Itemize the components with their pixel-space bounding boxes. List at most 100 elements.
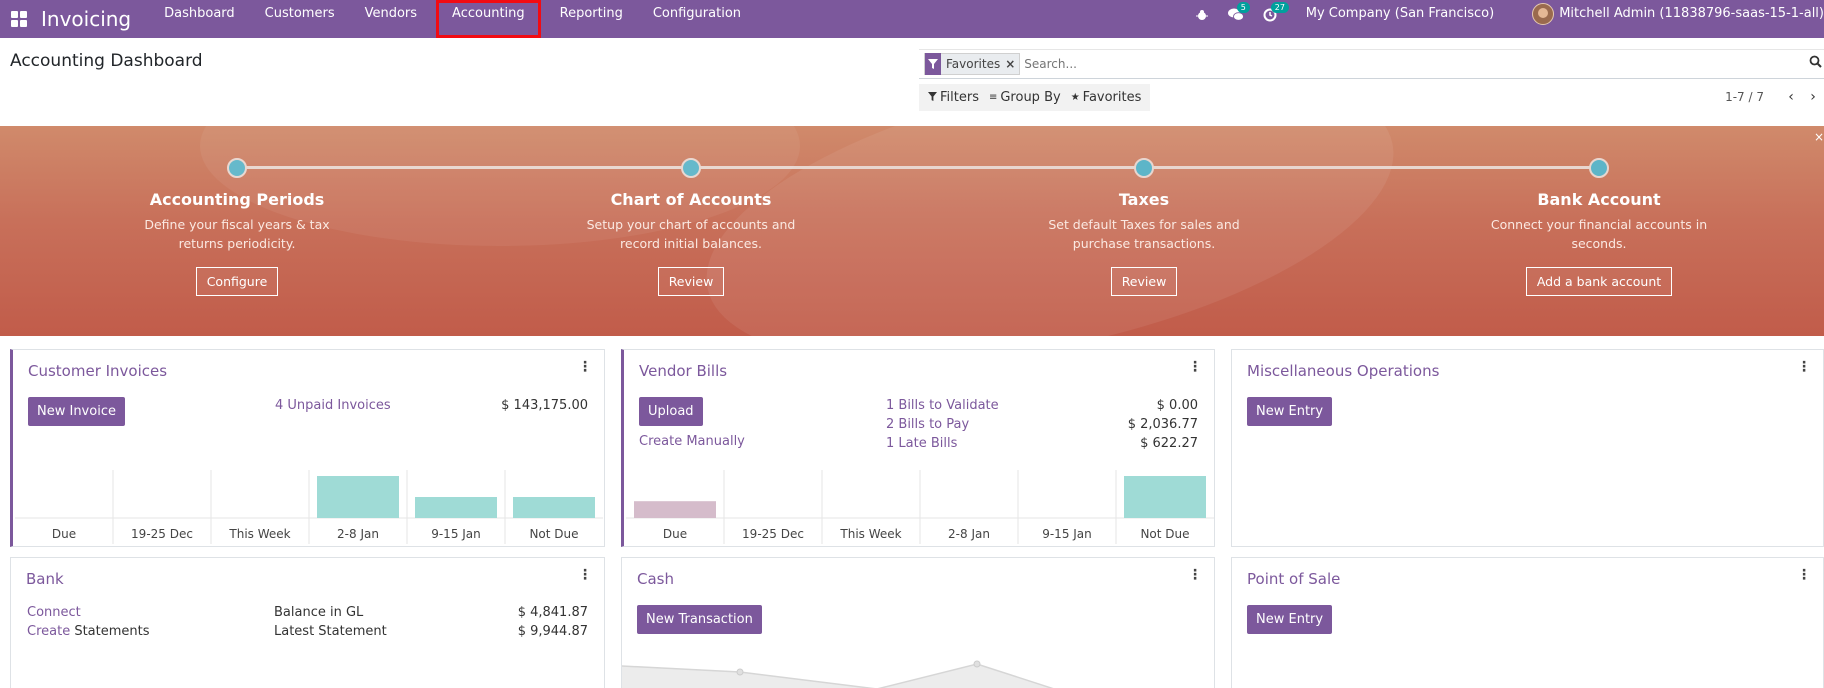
star-icon: ★ — [1070, 92, 1080, 103]
card-title[interactable]: Vendor Bills — [639, 362, 728, 380]
add-bank-account-button[interactable]: Add a bank account — [1525, 267, 1673, 296]
tick-label: Not Due — [1140, 527, 1189, 541]
app-brand[interactable]: Invoicing — [41, 7, 132, 31]
connect-link[interactable]: Connect — [27, 605, 81, 620]
bar-2-8-jan[interactable] — [317, 476, 399, 518]
vendor-bills-chart[interactable]: Due 19-25 Dec This Week 2-8 Jan 9-15 Jan Not … — [626, 468, 1214, 544]
pos-new-entry-button[interactable]: New Entry — [1247, 605, 1333, 634]
activity-icon[interactable]: 27 — [1260, 2, 1289, 25]
tick-label: 2-8 Jan — [948, 527, 990, 541]
menu-reporting[interactable]: Reporting — [559, 6, 623, 21]
facet-label: Favorites — [946, 57, 1001, 71]
pager-previous-icon[interactable]: ‹ — [1788, 89, 1794, 105]
navbar-systray: 5 27 My Company (San Francisco) Mitchell… — [1192, 0, 1824, 38]
search-facet: Favorites × — [924, 53, 1021, 75]
bar-due[interactable] — [634, 501, 716, 518]
card-title[interactable]: Cash — [637, 570, 674, 588]
messaging-icon[interactable]: 5 — [1226, 2, 1250, 25]
tick-label: Due — [52, 527, 76, 541]
cash-line-chart[interactable] — [622, 658, 1215, 688]
company-switcher[interactable]: My Company (San Francisco) — [1305, 6, 1495, 21]
step-title: Accounting Periods — [149, 190, 325, 209]
latest-statement-amount: $ 9,944.87 — [517, 624, 588, 639]
onboarding-banner: × Accounting Periods Define your fiscal … — [0, 126, 1824, 336]
filters-label: Filters — [940, 90, 979, 105]
late-bills-amount: $ 622.27 — [1140, 436, 1198, 451]
top-navbar: Invoicing Dashboard Customers Vendors Ac… — [0, 0, 1824, 38]
late-bills-link[interactable]: 1 Late Bills — [886, 436, 958, 451]
tick-label: Due — [663, 527, 687, 541]
debug-icon[interactable] — [1192, 5, 1212, 25]
create-statements: Create Statements — [27, 624, 150, 639]
favorites-label: Favorites — [1082, 90, 1142, 105]
facet-remove-icon[interactable]: × — [1005, 57, 1016, 71]
bills-to-validate-link[interactable]: 1 Bills to Validate — [886, 398, 999, 413]
step-title: Bank Account — [1537, 190, 1661, 209]
groupby-button[interactable]: ≡ Group By — [984, 90, 1066, 105]
menu-configuration[interactable]: Configuration — [652, 6, 742, 21]
unpaid-invoices-amount: $ 143,175.00 — [501, 398, 588, 413]
close-icon[interactable]: × — [1813, 130, 1824, 144]
progress-line — [237, 166, 1600, 169]
card-title[interactable]: Bank — [26, 570, 64, 588]
page-title: Accounting Dashboard — [10, 51, 203, 71]
messages-badge: 5 — [1236, 2, 1250, 13]
user-avatar — [1532, 3, 1555, 25]
card-vendor-bills: Vendor Bills ⋮ Upload Create Manually 1 … — [621, 349, 1215, 547]
menu-customers[interactable]: Customers — [264, 6, 335, 21]
step-dot — [1134, 158, 1154, 178]
pager-next-icon[interactable]: › — [1810, 89, 1816, 105]
bar-9-15-jan[interactable] — [415, 497, 497, 518]
kebab-menu-icon[interactable]: ⋮ — [1188, 359, 1202, 375]
step-description: Setup your chart of accounts and record i… — [586, 217, 796, 251]
card-title[interactable]: Customer Invoices — [28, 362, 168, 380]
kebab-menu-icon[interactable]: ⋮ — [1188, 567, 1202, 583]
step-taxes: Taxes Set default Taxes for sales and pur… — [1034, 158, 1254, 296]
upload-button[interactable]: Upload — [639, 397, 703, 426]
new-entry-button[interactable]: New Entry — [1247, 397, 1333, 426]
step-bank-account: Bank Account Connect your financial acco… — [1489, 158, 1709, 296]
menu-vendors[interactable]: Vendors — [364, 6, 418, 21]
menu-dashboard[interactable]: Dashboard — [164, 6, 235, 21]
filter-icon — [925, 53, 941, 75]
unpaid-invoices-link[interactable]: 4 Unpaid Invoices — [275, 398, 391, 413]
bar-not-due[interactable] — [1124, 476, 1206, 518]
step-chart-of-accounts: Chart of Accounts Setup your chart of ac… — [581, 158, 801, 296]
kebab-menu-icon[interactable]: ⋮ — [578, 567, 592, 583]
apps-menu-icon[interactable] — [11, 11, 27, 27]
bills-to-validate-amount: $ 0.00 — [1156, 398, 1198, 413]
pager: 1-7 / 7 ‹ › — [1725, 89, 1824, 105]
search-input[interactable] — [1024, 57, 1725, 71]
customer-invoices-chart[interactable]: Due 19-25 Dec This Week 2-8 Jan 9-15 Jan Not … — [15, 468, 603, 544]
step-description: Set default Taxes for sales and purchase … — [1048, 217, 1240, 251]
configure-button[interactable]: Configure — [195, 267, 279, 296]
new-invoice-button[interactable]: New Invoice — [28, 397, 125, 426]
tick-label: 9-15 Jan — [431, 527, 481, 541]
filters-button[interactable]: Filters — [923, 90, 984, 105]
review-accounts-button[interactable]: Review — [657, 267, 725, 296]
card-title[interactable]: Point of Sale — [1247, 570, 1341, 588]
menu-accounting[interactable]: Accounting — [436, 0, 541, 38]
tick-label: 2-8 Jan — [337, 527, 379, 541]
card-customer-invoices: Customer Invoices ⋮ New Invoice 4 Unpaid… — [10, 349, 605, 547]
card-title[interactable]: Miscellaneous Operations — [1247, 362, 1440, 380]
create-manually-link[interactable]: Create Manually — [639, 434, 745, 449]
kebab-menu-icon[interactable]: ⋮ — [1797, 567, 1811, 583]
bills-to-pay-link[interactable]: 2 Bills to Pay — [886, 417, 970, 432]
new-transaction-button[interactable]: New Transaction — [637, 605, 762, 634]
user-name: Mitchell Admin (11838796-saas-15-1-all) — [1559, 6, 1824, 21]
search-options: Filters ≡ Group By ★ Favorites — [919, 84, 1151, 111]
card-miscellaneous-operations: Miscellaneous Operations ⋮ New Entry — [1231, 349, 1824, 547]
review-taxes-button[interactable]: Review — [1110, 267, 1178, 296]
activities-badge: 27 — [1270, 2, 1289, 13]
user-menu[interactable]: Mitchell Admin (11838796-saas-15-1-all) — [1532, 3, 1824, 25]
create-statements-link[interactable]: Create — [27, 624, 71, 639]
search-icon[interactable] — [1809, 55, 1822, 72]
pager-value[interactable]: 1-7 / 7 — [1725, 90, 1764, 104]
kebab-menu-icon[interactable]: ⋮ — [1797, 359, 1811, 375]
step-dot — [227, 158, 247, 178]
favorites-button[interactable]: ★ Favorites — [1066, 90, 1147, 105]
bar-not-due[interactable] — [513, 497, 595, 518]
step-description: Define your fiscal years & tax returns pe… — [144, 217, 330, 251]
kebab-menu-icon[interactable]: ⋮ — [578, 359, 592, 375]
